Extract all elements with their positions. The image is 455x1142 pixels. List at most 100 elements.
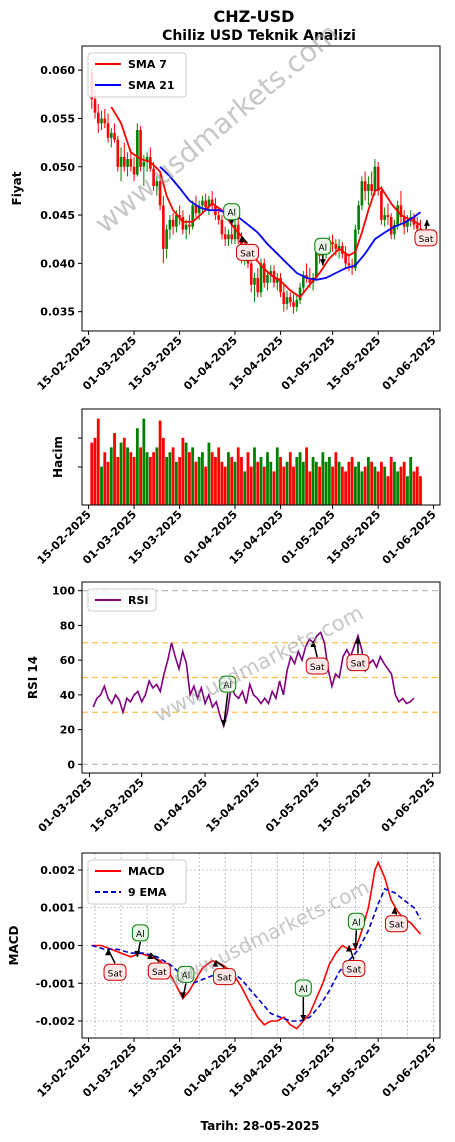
volume-bar xyxy=(145,452,149,505)
y-axis-label: Fiyat xyxy=(10,171,24,205)
plot-frame xyxy=(81,45,441,332)
candle-body xyxy=(165,229,168,249)
volume-bar xyxy=(282,466,286,505)
candle-body xyxy=(295,300,299,307)
volume-bar xyxy=(376,471,380,505)
candle-body xyxy=(129,159,133,167)
volume-bar xyxy=(396,471,400,505)
volume-bar xyxy=(148,457,152,505)
candle-body xyxy=(197,205,201,214)
x-tick-label: 01-05-2025 xyxy=(263,776,322,835)
candle-body xyxy=(253,277,256,285)
sell-signal-badge xyxy=(414,229,438,247)
candle-body xyxy=(302,274,305,288)
date-footer: Tarih: 28-05-2025 xyxy=(200,1119,319,1133)
candle-body xyxy=(191,205,194,227)
volume-bar xyxy=(204,466,208,505)
volume-bar xyxy=(194,461,198,505)
candle-body xyxy=(386,215,390,217)
y-tick-label: 20 xyxy=(60,724,76,737)
signal-arrow-head xyxy=(354,637,361,644)
signal-arrow-head xyxy=(212,960,219,967)
signal-label: Sat xyxy=(217,974,232,984)
candle-body xyxy=(119,157,123,167)
signal-arrow-head xyxy=(134,950,141,957)
candle-body xyxy=(96,112,100,124)
volume-bar xyxy=(327,457,331,505)
volume-bar xyxy=(217,447,221,505)
signal-label: Sat xyxy=(310,663,325,673)
signal-arrow-head xyxy=(423,219,430,226)
price-panel: Al Sat Al Sat 0.035 0.040 0.045 0.050 0.055 0.060… xyxy=(10,45,441,393)
volume-bar xyxy=(210,452,214,505)
buy-signal-badge xyxy=(223,203,241,221)
candle-body xyxy=(298,287,302,301)
x-tick-label: 01-06-2025 xyxy=(380,508,439,567)
y-tick-label: 0.000 xyxy=(40,940,75,953)
volume-bar xyxy=(295,457,299,505)
signal-label: Al xyxy=(223,681,232,691)
chart-title: CHZ-USD xyxy=(214,7,295,26)
candle-body xyxy=(341,245,344,254)
volume-bar xyxy=(259,457,263,505)
sell-signal-badge xyxy=(305,657,329,675)
volume-bar xyxy=(386,476,390,505)
volume-bar xyxy=(227,452,230,505)
volume-bar xyxy=(188,452,191,505)
candle-body xyxy=(220,219,224,235)
volume-bar xyxy=(129,452,133,505)
volume-bar xyxy=(246,452,250,505)
candle-body xyxy=(106,123,110,138)
candle-body xyxy=(279,277,282,293)
candle-body xyxy=(201,200,204,206)
signal-arrow-head xyxy=(310,641,317,648)
volume-bar xyxy=(308,471,312,505)
candle-body xyxy=(93,99,97,113)
candle-body xyxy=(217,215,220,220)
volume-bar xyxy=(360,471,364,505)
candle-body xyxy=(357,205,360,230)
volume-bar xyxy=(399,466,403,505)
signal-label: Sat xyxy=(351,660,366,670)
candle-body xyxy=(367,184,370,191)
candle-body xyxy=(370,184,373,191)
candle-body xyxy=(126,159,129,167)
volume-bar xyxy=(165,457,169,505)
legend-label: MACD xyxy=(128,865,165,878)
candle-body xyxy=(145,157,149,162)
candle-body xyxy=(158,181,162,206)
y-tick-label: 0.035 xyxy=(40,306,75,319)
signal-arrow-head xyxy=(319,259,326,266)
candle-body xyxy=(406,219,409,227)
candle-body xyxy=(334,244,338,249)
legend-box xyxy=(87,588,157,612)
sell-signal-badge xyxy=(103,963,127,981)
volume-bar xyxy=(132,457,136,505)
sma21-line xyxy=(159,166,422,281)
candle-body xyxy=(360,181,364,206)
signal-label: Al xyxy=(352,918,361,928)
candle-body xyxy=(373,166,377,191)
sell-signal-badge xyxy=(147,962,171,980)
y-tick-label: 0 xyxy=(67,758,75,771)
volume-bar xyxy=(174,461,178,505)
legend-label: RSI xyxy=(128,594,149,607)
volume-bar xyxy=(201,452,204,505)
rsi-line xyxy=(92,631,415,729)
candle-body xyxy=(175,215,178,227)
volume-bar xyxy=(318,466,321,505)
candle-body xyxy=(233,224,237,240)
volume-bar xyxy=(324,461,328,505)
volume-bar xyxy=(249,466,253,505)
candle-body xyxy=(344,253,347,264)
volume-bar xyxy=(321,452,325,505)
signal-label: Sat xyxy=(152,968,167,978)
signal-arrow-head xyxy=(220,720,227,727)
watermark-rsi: www.usdmarkets.com xyxy=(151,601,368,727)
volume-bar xyxy=(275,447,279,505)
candle-body xyxy=(152,168,155,187)
volume-bar xyxy=(161,437,165,505)
signal-arrow-head xyxy=(238,236,245,243)
candle-body xyxy=(288,297,292,303)
rsi-panel: Al Sat Sat 0 20 40 60 80 100 01-03-202515-03-2025… xyxy=(26,581,441,835)
